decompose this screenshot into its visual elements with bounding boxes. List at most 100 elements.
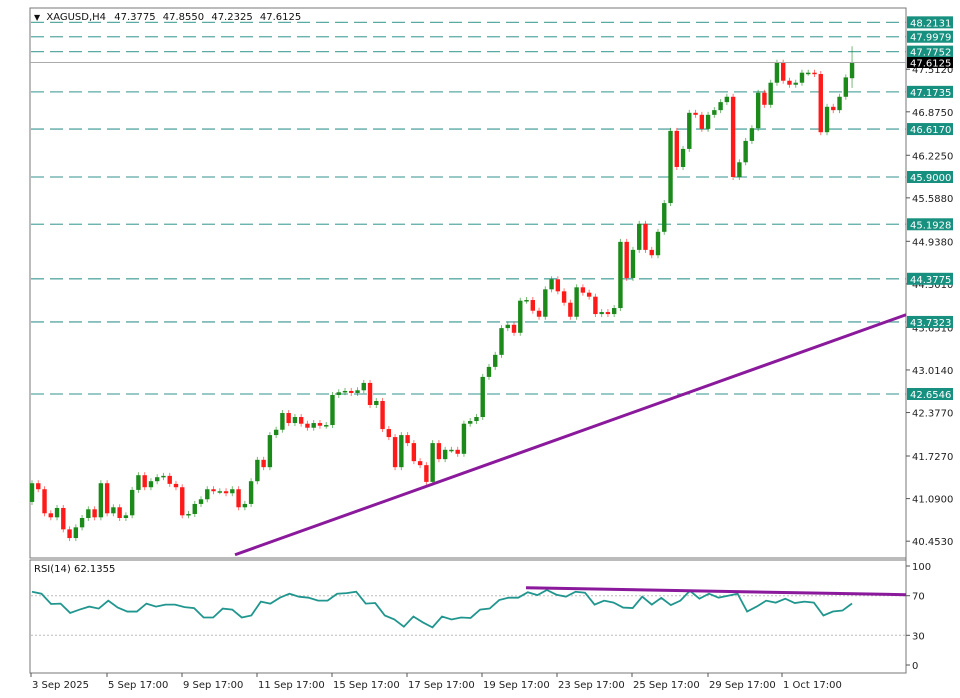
candle	[712, 107, 717, 118]
price-tick-label: 40.4530	[912, 537, 953, 548]
price-tick-label: 44.3010	[912, 280, 953, 291]
current-price-label-bg	[907, 57, 953, 69]
candle	[812, 69, 817, 78]
candle	[693, 109, 698, 118]
candle-body	[42, 489, 47, 514]
candle	[273, 426, 279, 439]
candle	[536, 307, 542, 320]
price-panel[interactable]	[29, 7, 907, 559]
candle-body	[524, 300, 529, 302]
level-label: 42.6546	[910, 390, 951, 401]
candle	[499, 325, 504, 358]
candle-body	[724, 96, 730, 103]
candle	[449, 446, 454, 453]
candle-body	[267, 435, 273, 468]
candle	[611, 305, 617, 318]
price-tick-label: 42.3770	[912, 409, 953, 420]
price-tick-label: 44.9380	[912, 237, 953, 248]
time-tick-label: 9 Sep 17:00	[183, 680, 243, 691]
candle-body	[630, 249, 636, 278]
time-tick-label: 11 Sep 17:00	[258, 680, 325, 691]
candle	[768, 79, 773, 108]
candle	[117, 504, 122, 521]
price-tick-label: 46.8750	[912, 108, 953, 119]
candle	[255, 456, 260, 485]
candle-body	[136, 475, 141, 490]
candle	[849, 46, 855, 88]
rsi-tick-label: 0	[912, 661, 918, 672]
candle-body	[248, 481, 254, 504]
candle	[831, 103, 836, 114]
candle	[724, 93, 730, 106]
candle-body	[568, 302, 573, 317]
candle-body	[812, 72, 817, 75]
candle-body	[574, 287, 579, 317]
candle	[630, 246, 636, 281]
candle-body	[687, 112, 692, 149]
candle-body	[380, 400, 385, 430]
candle-body	[561, 291, 567, 303]
candle-body	[499, 328, 504, 355]
candle-body	[192, 503, 197, 514]
candle-body	[543, 289, 548, 317]
candle-body	[111, 507, 116, 514]
candle	[787, 77, 792, 88]
candle	[705, 111, 711, 132]
candle-body	[793, 82, 798, 85]
rsi-panel[interactable]	[29, 559, 907, 674]
time-tick-label: 29 Sep 17:00	[709, 680, 776, 691]
collapse-arrow-icon[interactable]: ▼	[34, 13, 41, 22]
candle	[242, 500, 248, 511]
candle	[586, 289, 592, 300]
candle-body	[117, 507, 122, 518]
candle-body	[586, 292, 592, 297]
candle	[417, 458, 423, 469]
candle	[674, 127, 679, 170]
candle-body	[292, 417, 298, 424]
candle	[86, 506, 91, 521]
candle	[493, 351, 498, 370]
candle-body	[749, 128, 755, 141]
rsi-trendline[interactable]	[525, 586, 907, 597]
candle-body	[48, 513, 53, 518]
candle	[42, 486, 47, 517]
candle-body	[624, 241, 629, 278]
candle	[61, 504, 66, 533]
candle	[424, 462, 429, 485]
candle	[342, 387, 348, 396]
candle-body	[273, 429, 279, 436]
candle	[818, 71, 823, 136]
candle	[367, 379, 373, 408]
candle-body	[643, 223, 648, 250]
candle	[543, 286, 548, 320]
current-price-label: 47.6125	[910, 59, 951, 70]
candle-body	[755, 92, 761, 129]
candle-body	[837, 96, 842, 111]
candle-body	[705, 114, 711, 129]
candle-body	[781, 62, 786, 81]
candle	[136, 472, 141, 493]
candle-body	[774, 62, 780, 83]
level-label-bg	[907, 30, 953, 43]
candle	[386, 426, 392, 441]
candle	[555, 276, 561, 295]
candle-body	[411, 443, 417, 462]
candle-body	[180, 487, 185, 516]
candle	[236, 486, 241, 511]
time-tick-label: 1 Oct 17:00	[783, 680, 842, 691]
candle	[442, 446, 448, 463]
candle-body	[349, 390, 354, 393]
candle-body	[54, 507, 60, 518]
level-label-bg	[907, 218, 953, 231]
candle	[737, 159, 742, 180]
candle-body	[311, 423, 316, 428]
candle	[261, 456, 266, 471]
candle	[73, 524, 79, 542]
candle	[568, 299, 573, 320]
candle-body	[167, 475, 172, 484]
candle-body	[205, 489, 210, 500]
price-trendline[interactable]	[234, 313, 907, 557]
candles	[29, 46, 855, 542]
rsi-title: RSI(14) 62.1355	[34, 564, 115, 575]
